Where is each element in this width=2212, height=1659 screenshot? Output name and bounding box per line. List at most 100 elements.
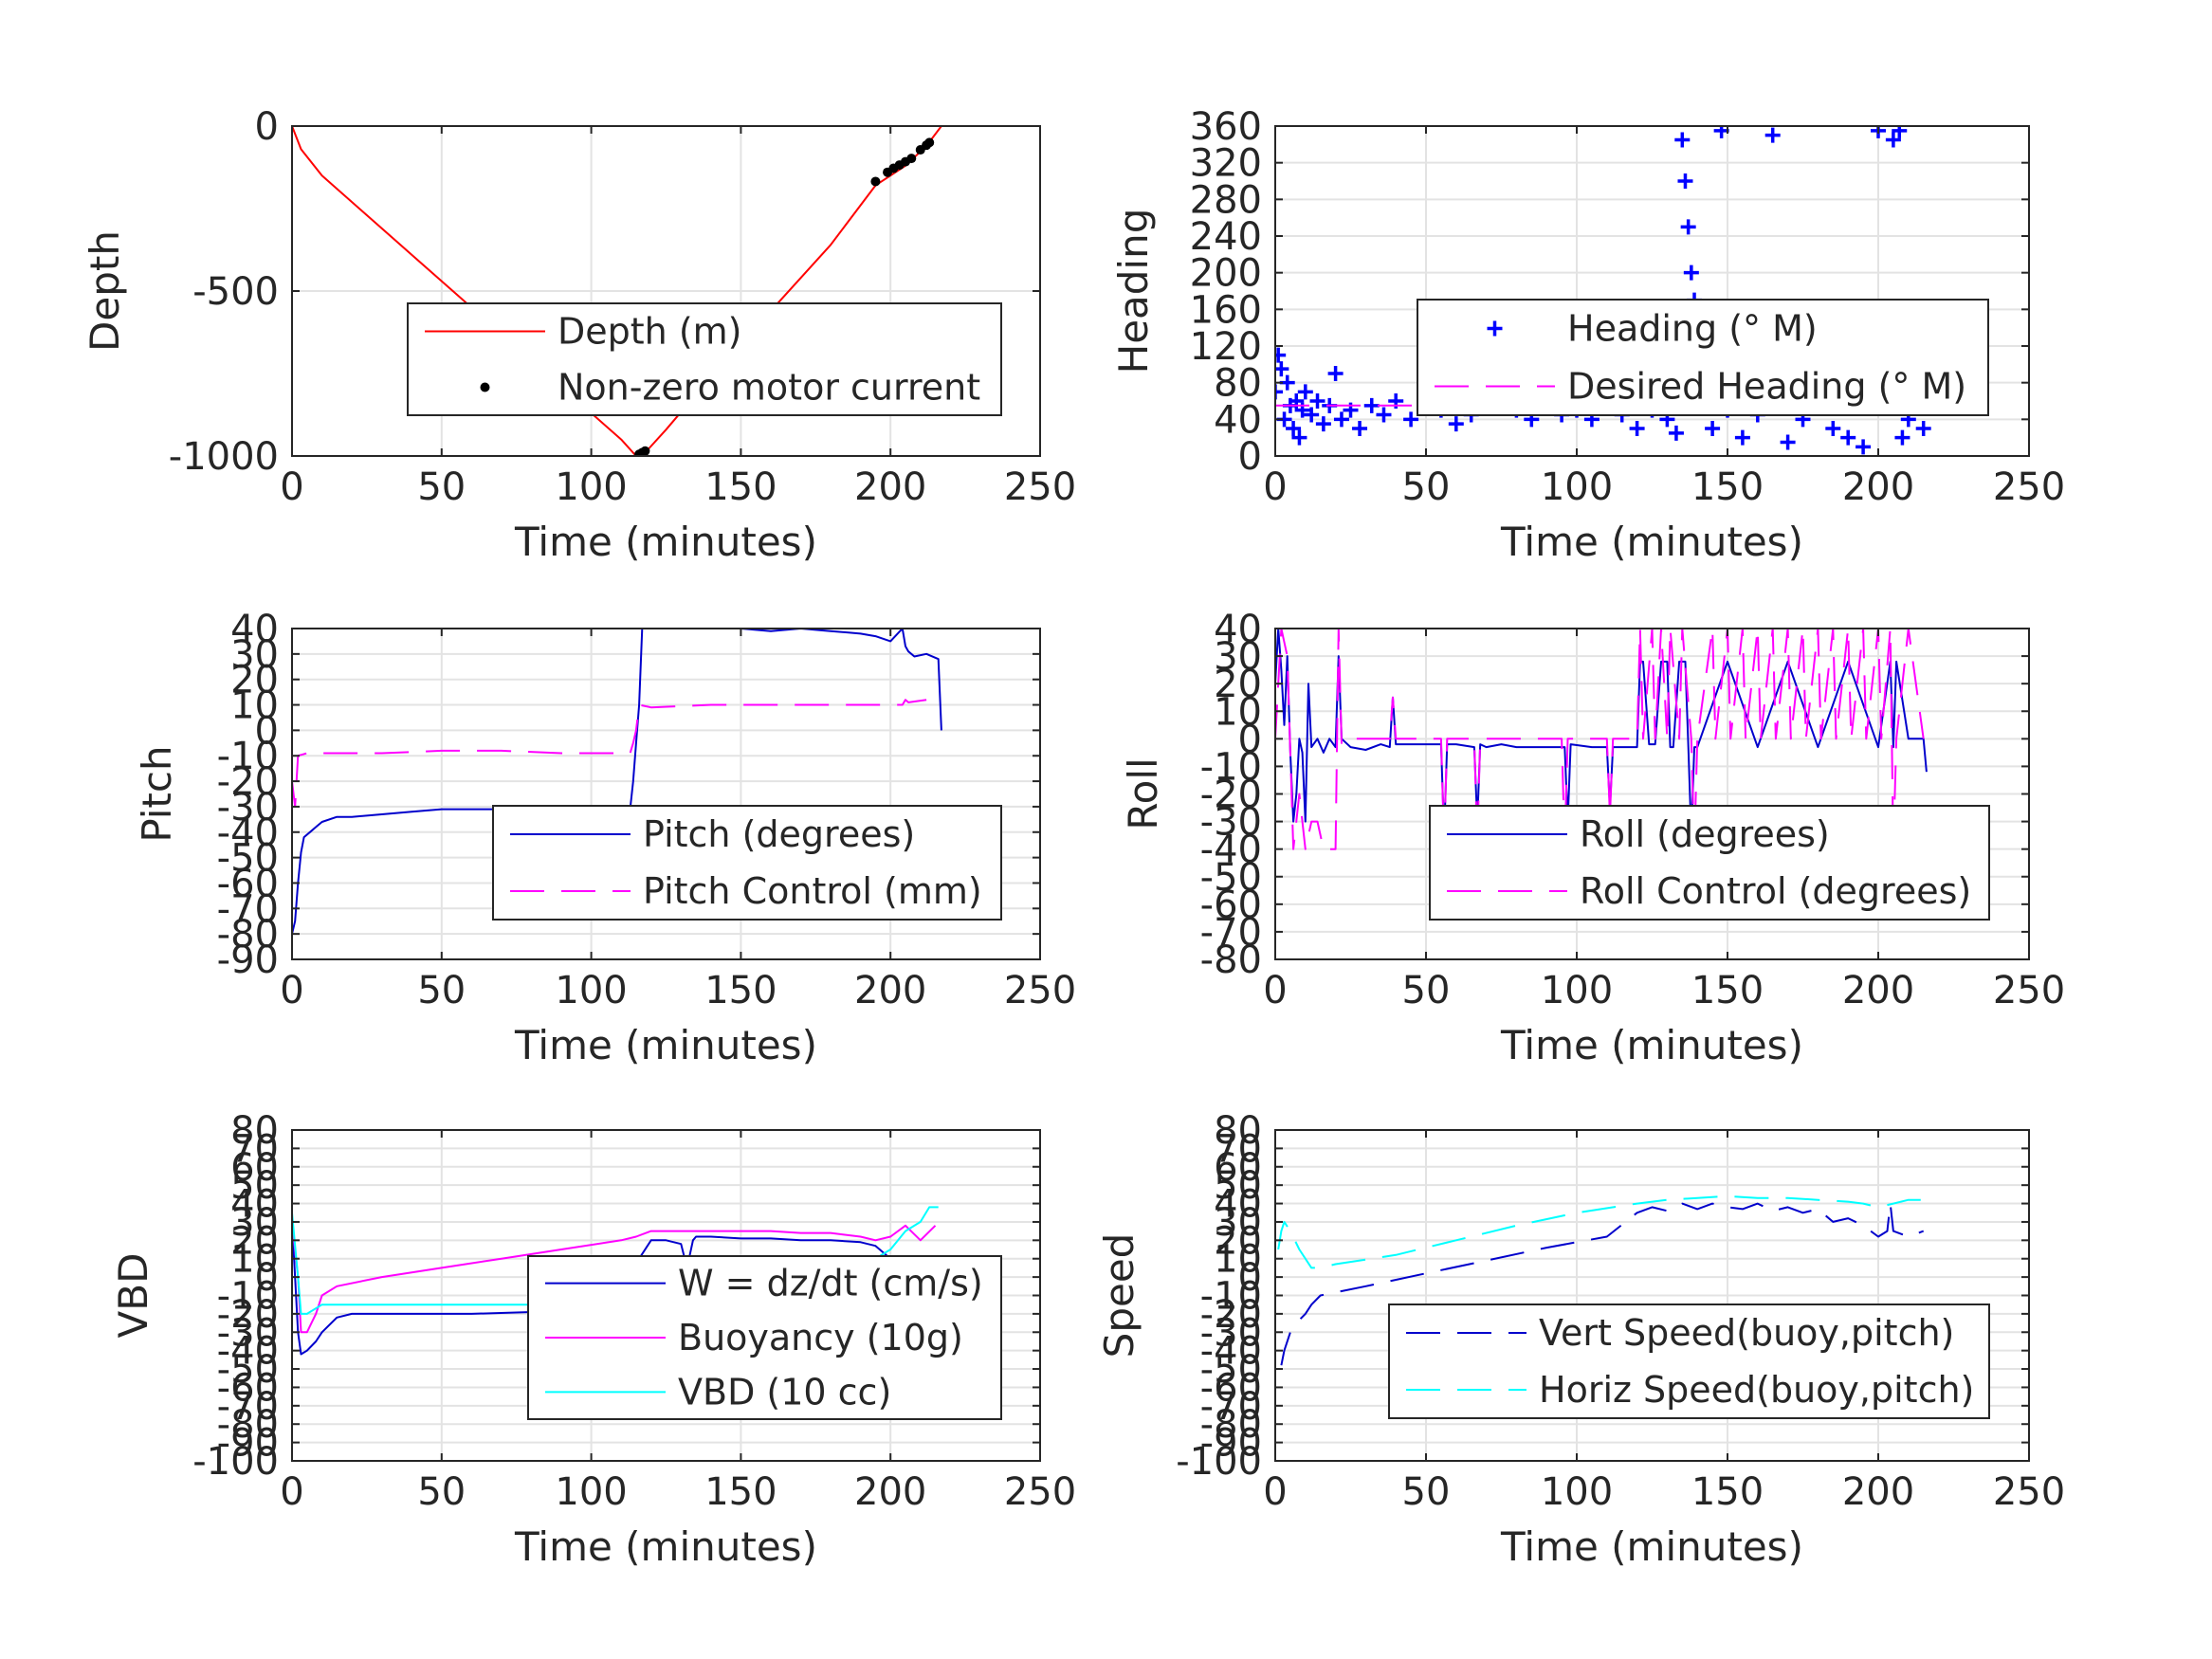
series-line <box>292 1221 937 1334</box>
legend-swatch <box>1487 320 1503 337</box>
y-tick-label: -30 <box>217 786 279 830</box>
legend-box <box>1429 805 1990 921</box>
x-tick-label: 100 <box>1541 465 1613 509</box>
axes-frame <box>1274 125 2030 457</box>
data-point <box>1286 421 1302 436</box>
y-tick-label: -60 <box>1200 1366 1262 1410</box>
y-tick-label: 320 <box>1190 142 1262 186</box>
x-tick-label: 250 <box>1004 465 1076 509</box>
data-point <box>1297 384 1313 400</box>
y-tick-label: -20 <box>217 1293 279 1337</box>
legend-label: VBD (10 cc) <box>678 1371 891 1413</box>
y-axis-label: Depth <box>82 230 128 352</box>
legend: Pitch (degrees) Pitch Control (mm) <box>492 805 1002 921</box>
series-group <box>292 126 942 456</box>
legend: Depth (m) Non-zero motor current <box>407 302 1002 416</box>
y-tick-label: 20 <box>1214 663 1262 706</box>
x-axis-label: Time (minutes) <box>514 1523 817 1570</box>
x-tick-label: 250 <box>1004 969 1076 1012</box>
legend-box <box>1417 299 1989 416</box>
series-line <box>1277 1194 1924 1269</box>
x-tick-label: 50 <box>1402 465 1451 509</box>
data-point <box>924 137 935 148</box>
y-tick-label: 10 <box>1214 690 1262 734</box>
legend-label: Horiz Speed(buoy,pitch) <box>1539 1369 1974 1411</box>
data-point <box>1403 411 1419 428</box>
y-axis-label: Heading <box>1110 209 1157 374</box>
y-tick-label: 0 <box>255 709 279 753</box>
data-point <box>640 446 650 456</box>
x-tick-label: 200 <box>854 465 926 509</box>
x-tick-label: 50 <box>1402 969 1451 1012</box>
chart-panel-3: 0 50 100 150 200 250-90-80-70-60-50-40-30-20-… <box>134 608 1076 1068</box>
y-tick-label: 30 <box>1214 1201 1262 1245</box>
y-tick-label: 0 <box>1238 435 1262 479</box>
y-tick-label: -90 <box>217 1422 279 1466</box>
x-tick-label: 200 <box>1842 465 1914 509</box>
y-tick-label: -20 <box>217 760 279 804</box>
data-point <box>1315 416 1331 432</box>
y-tick-label: 10 <box>230 684 279 728</box>
x-tick-label: 250 <box>1004 1470 1076 1514</box>
legend-box <box>407 302 1002 416</box>
x-tick-label: 100 <box>1541 1470 1613 1514</box>
legend-label: Non-zero motor current <box>558 367 980 409</box>
y-tick-label: 30 <box>230 633 279 677</box>
y-tick-label: -70 <box>1200 911 1262 955</box>
data-point <box>906 154 917 164</box>
legend-label: Desired Heading (° M) <box>1567 366 1966 408</box>
x-tick-label: 200 <box>1842 1470 1914 1514</box>
legend-label: Buoyancy (10g) <box>678 1317 963 1358</box>
y-tick-label: 0 <box>255 1256 279 1300</box>
chart-panel-1: 0 50 100 150 200 250 -1000 -500 0 Time (minutes) D… <box>82 105 1076 565</box>
x-axis-label: Time (minutes) <box>514 519 817 565</box>
y-tick-label: -10 <box>1200 1275 1262 1319</box>
y-tick-label: 70 <box>1214 1127 1262 1171</box>
y-tick-label: 280 <box>1190 178 1262 222</box>
y-tick-label: 0 <box>1238 1256 1262 1300</box>
legend-label: Pitch Control (mm) <box>643 870 982 912</box>
chart-panel-4: 0 50 100 150 200 250-80-70-60-50-40-30-20-100… <box>1120 608 2065 1068</box>
y-tick-label: -100 <box>1176 1440 1262 1484</box>
y-tick-label: 80 <box>1214 362 1262 406</box>
y-tick-label: -70 <box>1200 1385 1262 1429</box>
y-tick-label: -60 <box>217 1366 279 1410</box>
y-tick-label: 160 <box>1190 288 1262 332</box>
legend-label: Roll (degrees) <box>1580 813 1830 855</box>
legend: Roll (degrees) Roll Control (degrees) <box>1429 805 1990 921</box>
x-tick-label: 50 <box>1402 1470 1451 1514</box>
y-tick-label: -80 <box>1200 1403 1262 1447</box>
x-tick-label: 0 <box>280 1470 303 1514</box>
y-tick-label: 80 <box>1214 1109 1262 1153</box>
x-tick-label: 50 <box>417 1470 466 1514</box>
y-tick-label: -70 <box>217 1385 279 1429</box>
x-axis-label: Time (minutes) <box>1500 519 1803 565</box>
legend-label: Vert Speed(buoy,pitch) <box>1539 1312 1954 1354</box>
x-axis-label: Time (minutes) <box>1500 1523 1803 1570</box>
legend: Vert Speed(buoy,pitch) Horiz Speed(buoy,p… <box>1388 1304 1990 1419</box>
y-tick-label: -40 <box>1200 829 1262 872</box>
legend-box <box>1388 1304 1990 1419</box>
x-tick-label: 250 <box>1993 465 2065 509</box>
legend: Heading (° M) Desired Heading (° M) <box>1417 299 1989 416</box>
data-point <box>1680 219 1696 235</box>
data-point <box>1291 429 1307 446</box>
data-point <box>1674 132 1691 148</box>
x-tick-label: 50 <box>417 465 466 509</box>
y-tick-label: -100 <box>192 1440 279 1484</box>
y-tick-label: -20 <box>1200 774 1262 817</box>
y-tick-label: 40 <box>1214 608 1262 651</box>
data-point <box>1629 421 1645 436</box>
y-tick-label: 70 <box>230 1127 279 1171</box>
data-point <box>1304 407 1320 423</box>
chart-panel-2: 0 50 100 150 200 2500408012016020024028032036… <box>1110 105 2065 565</box>
y-axis-label: Speed <box>1096 1233 1143 1358</box>
y-tick-label: 50 <box>1214 1164 1262 1208</box>
y-tick-label: -50 <box>1200 856 1262 900</box>
y-tick-label: -70 <box>217 887 279 931</box>
data-point <box>1333 411 1349 428</box>
y-tick-label: 40 <box>230 608 279 651</box>
x-tick-label: 50 <box>417 969 466 1012</box>
x-tick-label: 0 <box>1263 1470 1287 1514</box>
y-tick-label: 40 <box>1214 1183 1262 1227</box>
